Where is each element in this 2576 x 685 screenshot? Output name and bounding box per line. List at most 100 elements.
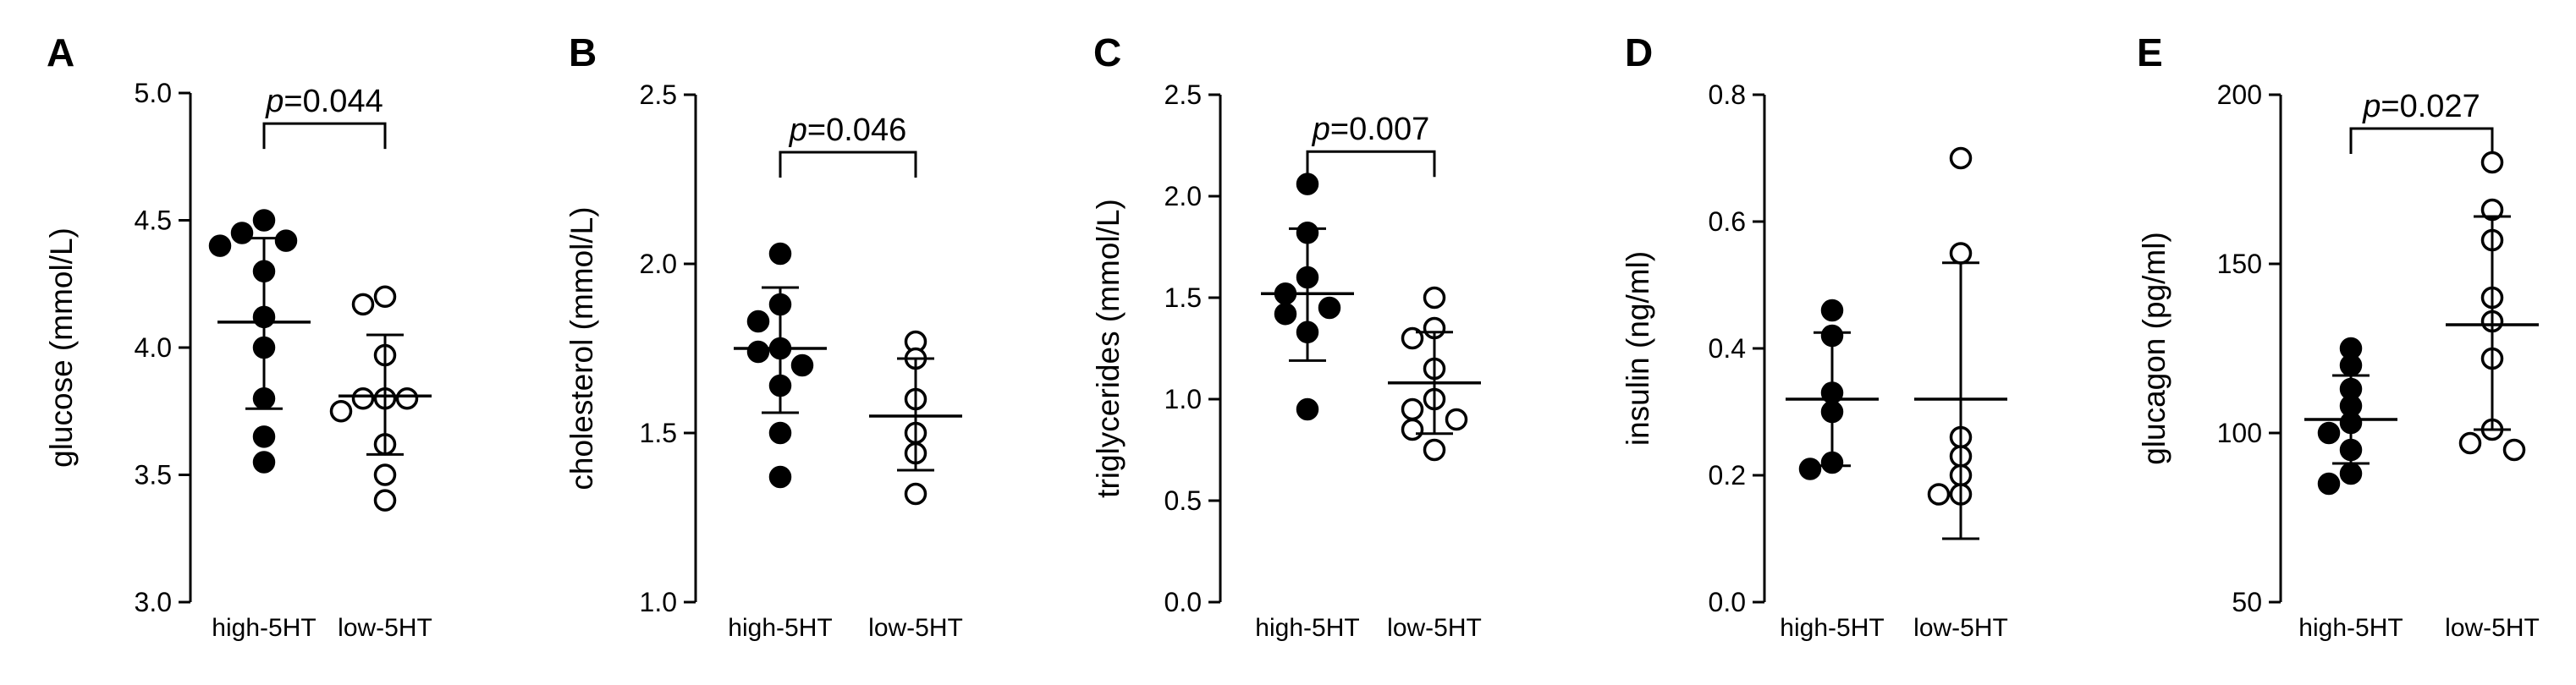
- category-label: high-5HT: [728, 614, 832, 642]
- y-tick-label: 4.0: [135, 332, 172, 363]
- panel-c: C 0.0 0.5 1.0 1.5 2.0 2.5 triglycerides (mmol/L…: [1091, 30, 1482, 642]
- data-point-filled: [252, 425, 276, 448]
- data-point-filled: [768, 465, 792, 489]
- data-point-filled: [2339, 353, 2363, 377]
- y-tick-label: 100: [2217, 418, 2262, 448]
- y-tick-label: 0.0: [1164, 587, 1202, 617]
- data-point-filled: [230, 222, 254, 244]
- panel-letter: B: [569, 30, 597, 74]
- data-point-open: [1445, 408, 1468, 431]
- significance-bracket: [2349, 127, 2494, 154]
- data-point-filled: [746, 340, 770, 364]
- data-point-filled: [252, 451, 276, 474]
- data-point-filled: [2317, 472, 2341, 496]
- p-value-label: p=0.007: [1312, 112, 1429, 147]
- y-axis-label: cholesterol (mmol/L): [564, 206, 599, 490]
- category-label: low-5HT: [868, 614, 963, 642]
- y-tick-label: 0.4: [1709, 333, 1746, 364]
- data-point-open: [329, 400, 353, 423]
- data-point-filled: [768, 421, 792, 445]
- y-tick-label: 200: [2217, 79, 2262, 110]
- data-point-open: [373, 489, 397, 512]
- data-point-filled: [1798, 458, 1822, 480]
- y-tick-label: 5.0: [135, 78, 172, 108]
- data-point-filled: [1820, 299, 1844, 322]
- data-point-open: [351, 386, 375, 410]
- data-point-filled: [768, 242, 792, 266]
- data-point-filled: [1296, 397, 1319, 421]
- y-tick-label: 1.0: [640, 587, 677, 617]
- data-point-filled: [274, 229, 298, 252]
- category-label: low-5HT: [2445, 614, 2540, 642]
- category-label: low-5HT: [338, 614, 432, 642]
- data-point-filled: [2317, 421, 2341, 445]
- panel-a: A 3.0 3.5 4.0 4.5 5.0 glucose (mmol/L) high-5HT…: [44, 30, 432, 642]
- category-label: high-5HT: [1255, 614, 1359, 642]
- data-point-open: [395, 386, 419, 410]
- data-point-open: [1927, 483, 1951, 506]
- panel-letter: E: [2137, 30, 2163, 74]
- data-point-filled: [252, 209, 276, 232]
- panel-d: D 0.0 0.2 0.4 0.6 0.8 insulin (ng/ml) high-5HT l…: [1621, 30, 2008, 642]
- y-tick-label: 1.5: [1164, 282, 1202, 313]
- data-point-open: [1949, 242, 1973, 265]
- panel-b: B 1.0 1.5 2.0 2.5 cholesterol (mmol/L) high-5H…: [564, 30, 963, 642]
- y-tick-label: 3.0: [135, 587, 172, 617]
- p-value-text: =0.044: [283, 84, 383, 119]
- p-value-symbol: p: [1312, 112, 1330, 147]
- p-value-label: p=0.044: [265, 84, 383, 119]
- data-point-filled: [208, 234, 232, 257]
- y-tick-label: 1.5: [640, 418, 677, 448]
- data-point-open: [373, 285, 397, 309]
- category-label: high-5HT: [212, 614, 316, 642]
- y-axis-label: insulin (ng/ml): [1621, 251, 1655, 446]
- category-label: high-5HT: [2298, 614, 2403, 642]
- p-value-symbol: p: [2362, 89, 2381, 124]
- data-point-open: [1423, 286, 1446, 310]
- p-value-label: p=0.027: [2362, 89, 2480, 124]
- significance-bracket: [779, 151, 917, 178]
- y-tick-label: 4.5: [135, 206, 172, 236]
- data-point-filled: [746, 310, 770, 333]
- y-tick-label: 50: [2232, 587, 2262, 617]
- data-point-open: [351, 293, 375, 316]
- y-tick-label: 0.5: [1164, 485, 1202, 516]
- y-axis-label: glucagon (pg/ml): [2137, 232, 2171, 465]
- y-tick-label: 3.5: [135, 460, 172, 490]
- panel-letter: C: [1093, 30, 1121, 74]
- data-point-open: [2502, 438, 2526, 462]
- y-tick-label: 1.0: [1164, 384, 1202, 414]
- category-label: high-5HT: [1780, 614, 1884, 642]
- y-tick-label: 0.2: [1709, 460, 1746, 490]
- category-label: low-5HT: [1913, 614, 2008, 642]
- p-value-text: =0.046: [807, 112, 906, 148]
- p-value-text: =0.027: [2381, 89, 2480, 124]
- data-point-filled: [1274, 302, 1297, 326]
- data-point-open: [1949, 146, 1973, 170]
- p-value-symbol: p: [789, 112, 807, 148]
- y-tick-label: 150: [2217, 249, 2262, 279]
- data-point-filled: [790, 353, 814, 377]
- data-point-open: [2480, 151, 2504, 174]
- p-value-symbol: p: [265, 84, 283, 119]
- category-label: low-5HT: [1387, 614, 1482, 642]
- data-point-open: [2458, 431, 2482, 455]
- y-tick-label: 2.5: [1164, 79, 1202, 110]
- y-tick-label: 2.0: [640, 249, 677, 279]
- significance-bracket: [262, 122, 387, 150]
- y-tick-label: 0.8: [1709, 79, 1746, 110]
- y-tick-label: 2.0: [1164, 181, 1202, 211]
- data-point-filled: [1318, 296, 1341, 320]
- data-point-filled: [2339, 462, 2363, 485]
- data-point-open: [373, 463, 397, 486]
- p-value-label: p=0.046: [789, 112, 906, 148]
- panel-letter: A: [47, 30, 74, 74]
- y-axis-label: triglycerides (mmol/L): [1091, 199, 1126, 498]
- y-tick-label: 0.6: [1709, 206, 1746, 237]
- y-tick-label: 2.5: [640, 79, 677, 110]
- data-point-open: [1401, 397, 1424, 421]
- data-point-open: [1423, 438, 1446, 462]
- significance-bracket: [1306, 150, 1436, 178]
- data-point-filled: [1296, 173, 1319, 195]
